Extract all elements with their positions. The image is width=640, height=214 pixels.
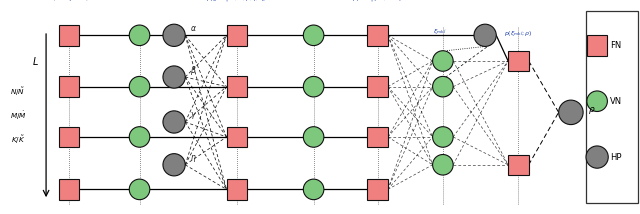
Text: HP: HP xyxy=(610,153,621,162)
FancyBboxPatch shape xyxy=(227,179,247,200)
Text: $\sigma_{\mathrm{mk}\tilde{l}}$: $\sigma_{\mathrm{mk}\tilde{l}}$ xyxy=(478,0,492,3)
FancyBboxPatch shape xyxy=(508,155,529,175)
Ellipse shape xyxy=(303,25,324,46)
Text: $h_{\mathrm{smk}\tilde{l}}$: $h_{\mathrm{smk}\tilde{l}}$ xyxy=(305,0,323,3)
Text: $\beta$: $\beta$ xyxy=(190,64,197,77)
Ellipse shape xyxy=(129,179,150,200)
Ellipse shape xyxy=(433,155,453,175)
FancyBboxPatch shape xyxy=(59,127,79,147)
Ellipse shape xyxy=(433,127,453,147)
Text: $g_{\mathrm{rmk}\tilde{l}}$: $g_{\mathrm{rmk}\tilde{l}}$ xyxy=(131,0,148,3)
Ellipse shape xyxy=(303,127,324,147)
Ellipse shape xyxy=(474,24,496,46)
Text: $\gamma$: $\gamma$ xyxy=(190,110,197,121)
Text: $L$: $L$ xyxy=(32,55,38,67)
Ellipse shape xyxy=(163,66,185,88)
Text: $\eta$: $\eta$ xyxy=(190,153,197,164)
FancyBboxPatch shape xyxy=(227,76,247,97)
Ellipse shape xyxy=(163,111,185,133)
Text: $p(g_{\mathrm{rmk}\tilde{l}} | \mathbf{h}_s; \alpha, \beta, \gamma, \eta)$: $p(g_{\mathrm{rmk}\tilde{l}} | \mathbf{h… xyxy=(207,0,267,3)
Text: $K / \tilde{K}$: $K / \tilde{K}$ xyxy=(11,134,25,146)
FancyBboxPatch shape xyxy=(587,35,607,56)
FancyBboxPatch shape xyxy=(508,51,529,71)
FancyBboxPatch shape xyxy=(59,25,79,46)
Ellipse shape xyxy=(163,24,185,46)
Text: $\rho$: $\rho$ xyxy=(588,105,596,116)
Ellipse shape xyxy=(586,146,608,168)
FancyBboxPatch shape xyxy=(367,127,388,147)
FancyBboxPatch shape xyxy=(59,76,79,97)
Ellipse shape xyxy=(433,51,453,71)
Text: $\alpha$: $\alpha$ xyxy=(190,24,197,33)
Ellipse shape xyxy=(433,76,453,97)
Ellipse shape xyxy=(559,100,583,125)
FancyBboxPatch shape xyxy=(367,76,388,97)
Ellipse shape xyxy=(129,76,150,97)
Ellipse shape xyxy=(163,154,185,176)
Ellipse shape xyxy=(303,76,324,97)
FancyBboxPatch shape xyxy=(586,11,638,203)
Text: $\xi_{\mathrm{mk}\tilde{l}}$: $\xi_{\mathrm{mk}\tilde{l}}$ xyxy=(433,27,447,36)
Text: VN: VN xyxy=(610,97,622,106)
Ellipse shape xyxy=(303,179,324,200)
Text: FN: FN xyxy=(610,41,621,50)
FancyBboxPatch shape xyxy=(227,25,247,46)
Ellipse shape xyxy=(587,91,607,111)
FancyBboxPatch shape xyxy=(367,179,388,200)
Text: $p(\xi_{\mathrm{mk}\tilde{l}}; \rho)$: $p(\xi_{\mathrm{mk}\tilde{l}}; \rho)$ xyxy=(504,29,532,38)
FancyBboxPatch shape xyxy=(59,179,79,200)
Text: $p(h_{\mathrm{mk}\tilde{l}} | \xi_{\mathrm{mk}\tilde{l}}; \sigma_{\mathrm{mk}\ti: $p(h_{\mathrm{mk}\tilde{l}} | \xi_{\math… xyxy=(352,0,403,3)
FancyBboxPatch shape xyxy=(367,25,388,46)
Text: $N / \tilde{N}$: $N / \tilde{N}$ xyxy=(10,86,26,98)
FancyBboxPatch shape xyxy=(227,127,247,147)
Text: $p(y_{\mathrm{rmk}\tilde{l}} | g_{\mathrm{rmk}\tilde{l}})$: $p(y_{\mathrm{rmk}\tilde{l}} | g_{\mathr… xyxy=(48,0,90,3)
Ellipse shape xyxy=(129,127,150,147)
Ellipse shape xyxy=(129,25,150,46)
Text: $M / \dot{M}$: $M / \dot{M}$ xyxy=(10,109,26,122)
